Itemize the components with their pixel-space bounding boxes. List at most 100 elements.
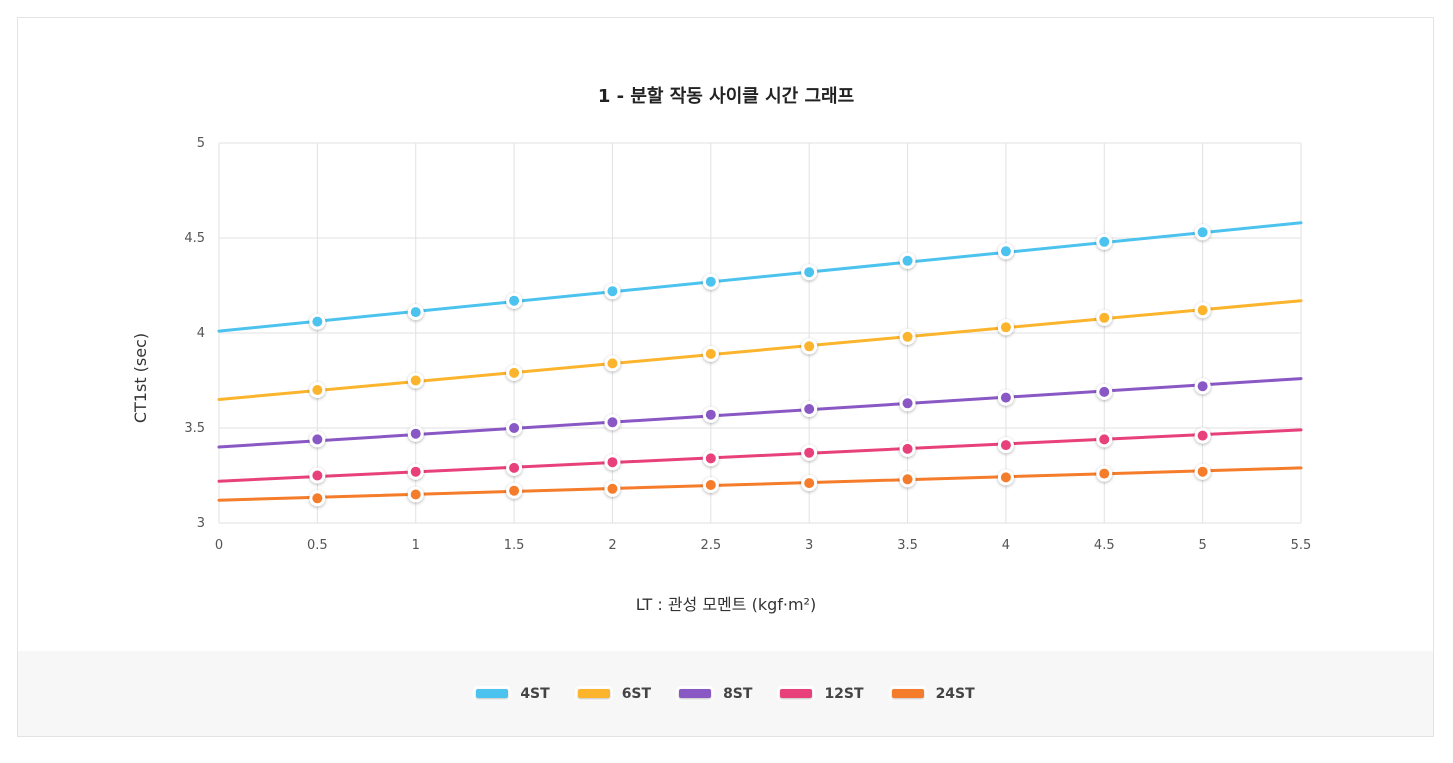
- data-point[interactable]: [312, 493, 323, 504]
- data-point[interactable]: [902, 443, 913, 454]
- series-line: [217, 466, 1303, 502]
- legend: 4ST 6ST 8ST 12ST 24ST: [18, 651, 1433, 736]
- data-point[interactable]: [509, 295, 520, 306]
- data-point[interactable]: [607, 286, 618, 297]
- chart-title: 1 - 분할 작동 사이클 시간 그래프: [598, 85, 854, 107]
- data-point[interactable]: [804, 267, 815, 278]
- legend-swatch: [577, 689, 610, 698]
- legend-item-24st[interactable]: 24ST: [891, 685, 975, 702]
- x-tick-label: 0: [215, 538, 223, 553]
- data-point[interactable]: [1000, 246, 1011, 257]
- x-tick-label: 4: [1002, 538, 1010, 553]
- y-axis-ticks: 3 3.5 4 4.5 5: [184, 136, 205, 531]
- series-24st: [217, 463, 1303, 507]
- data-point[interactable]: [1000, 440, 1011, 451]
- data-point[interactable]: [902, 398, 913, 409]
- data-point[interactable]: [607, 358, 618, 369]
- data-point[interactable]: [902, 474, 913, 485]
- series-line: [217, 299, 1303, 401]
- x-tick-label: 2: [608, 538, 616, 553]
- data-point[interactable]: [1099, 236, 1110, 247]
- data-point[interactable]: [705, 480, 716, 490]
- legend-swatch: [679, 689, 712, 698]
- y-axis-title: CT1st (sec): [131, 333, 150, 423]
- data-point[interactable]: [410, 466, 421, 477]
- legend-bar: 4ST 6ST 8ST 12ST 24ST: [18, 651, 1433, 736]
- data-point[interactable]: [312, 470, 323, 481]
- data-point[interactable]: [509, 367, 520, 378]
- series-group: [217, 221, 1303, 507]
- data-point[interactable]: [410, 489, 421, 500]
- data-point[interactable]: [1000, 322, 1011, 333]
- legend-label: 4ST: [520, 685, 550, 702]
- series-6st: [217, 299, 1303, 401]
- data-point[interactable]: [1099, 434, 1110, 445]
- data-point[interactable]: [312, 316, 323, 327]
- data-point[interactable]: [312, 434, 323, 445]
- data-point[interactable]: [607, 483, 618, 494]
- data-point[interactable]: [410, 307, 421, 318]
- x-tick-label: 1: [412, 538, 420, 553]
- data-point[interactable]: [705, 348, 716, 359]
- series-line: [217, 221, 1303, 333]
- legend-label: 6ST: [621, 685, 652, 702]
- series-12st: [217, 427, 1303, 484]
- data-point[interactable]: [804, 341, 815, 352]
- data-point[interactable]: [410, 375, 421, 386]
- x-tick-label: 0.5: [307, 538, 328, 553]
- data-point[interactable]: [509, 485, 520, 496]
- data-point[interactable]: [1099, 468, 1110, 479]
- legend-label: 12ST: [824, 685, 864, 702]
- data-point[interactable]: [705, 453, 716, 464]
- data-point[interactable]: [1099, 386, 1110, 397]
- series-line: [217, 377, 1303, 449]
- data-point[interactable]: [902, 255, 913, 266]
- data-point[interactable]: [902, 331, 913, 342]
- data-point[interactable]: [1197, 430, 1208, 441]
- legend-item-4st[interactable]: 4ST: [476, 685, 550, 702]
- data-point[interactable]: [607, 457, 618, 468]
- data-point[interactable]: [1197, 305, 1208, 316]
- y-tick-label: 5: [197, 136, 205, 151]
- legend-label: 24ST: [935, 685, 975, 702]
- legend-swatch: [780, 689, 813, 698]
- data-point[interactable]: [1000, 472, 1011, 483]
- data-point[interactable]: [1000, 392, 1011, 403]
- grid: [218, 142, 1302, 524]
- x-tick-label: 3.5: [897, 538, 918, 553]
- legend-swatch: [476, 689, 509, 698]
- data-point[interactable]: [705, 409, 716, 420]
- data-point[interactable]: [1197, 227, 1208, 238]
- data-point[interactable]: [1197, 381, 1208, 392]
- x-axis-title: LT : 관성 모멘트 (kgf·m²): [636, 595, 816, 614]
- y-tick-label: 4: [197, 326, 205, 341]
- data-point[interactable]: [804, 447, 815, 458]
- legend-item-8st[interactable]: 8ST: [679, 686, 752, 702]
- data-point[interactable]: [509, 423, 520, 433]
- x-tick-label: 1.5: [504, 538, 525, 553]
- chart-panel: 4ST 6ST 8ST 12ST 24ST: [17, 17, 1434, 737]
- y-tick-label: 4.5: [184, 231, 205, 246]
- data-point[interactable]: [607, 417, 618, 428]
- x-tick-label: 2.5: [700, 538, 721, 553]
- series-8st: [217, 377, 1303, 449]
- data-point[interactable]: [705, 276, 716, 287]
- data-point[interactable]: [1197, 466, 1208, 477]
- legend-item-6st[interactable]: 6ST: [577, 685, 652, 702]
- x-tick-label: 4.5: [1094, 538, 1115, 553]
- legend-swatch: [891, 689, 924, 698]
- data-point[interactable]: [509, 462, 520, 473]
- x-axis-ticks: 0 0.5 1 1.5 2 2.5 3 3.5 4 4.5 5 5.5: [215, 538, 1311, 553]
- x-tick-label: 5: [1198, 538, 1206, 553]
- data-point[interactable]: [410, 428, 421, 439]
- data-point[interactable]: [312, 385, 323, 395]
- data-point[interactable]: [804, 478, 815, 489]
- data-point[interactable]: [1099, 312, 1110, 323]
- y-tick-label: 3: [197, 516, 205, 531]
- x-tick-label: 3: [805, 538, 813, 553]
- data-point[interactable]: [804, 404, 815, 414]
- legend-item-12st[interactable]: 12ST: [780, 685, 864, 702]
- series-line: [217, 428, 1303, 483]
- series-4st: [217, 221, 1303, 333]
